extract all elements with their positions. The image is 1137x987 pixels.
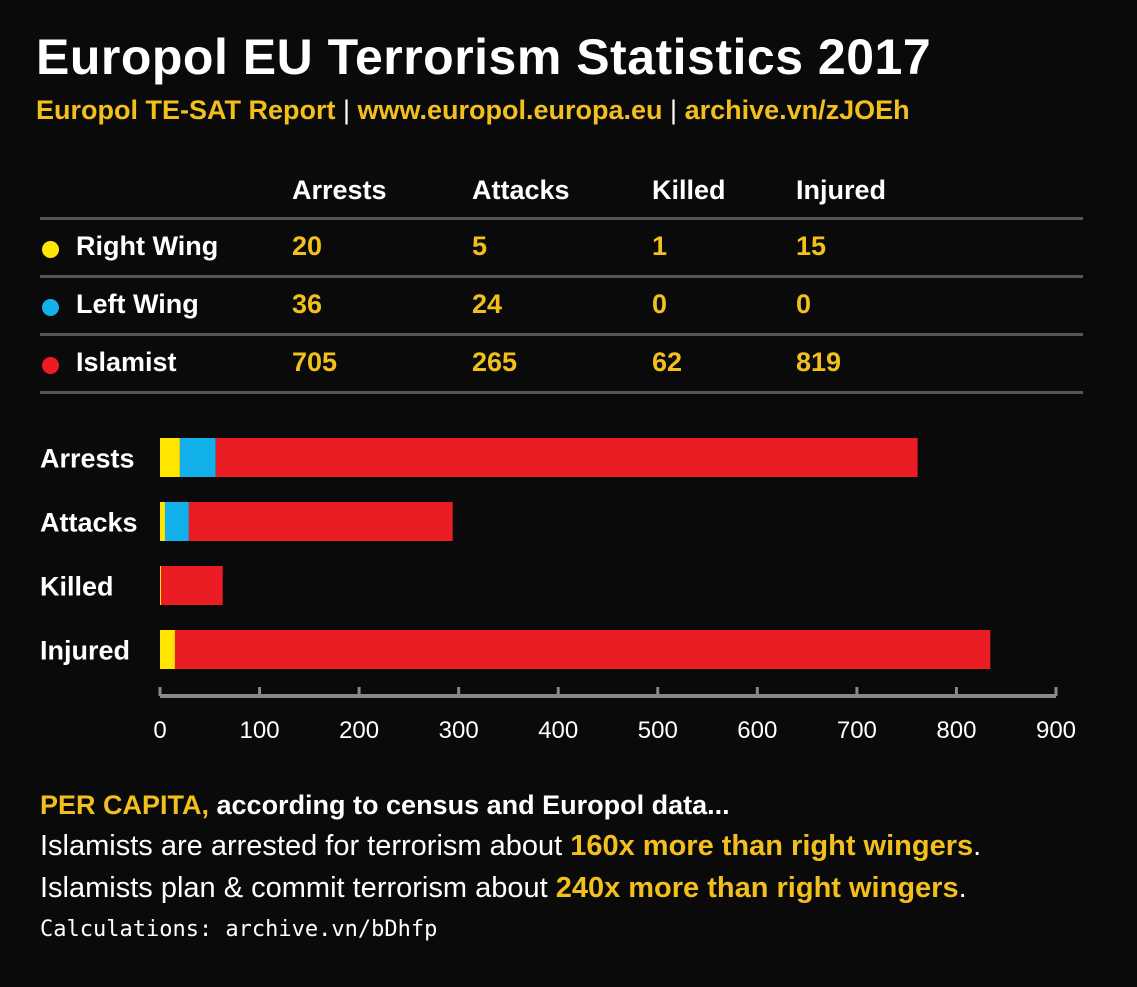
row-label: Right Wing xyxy=(76,231,219,261)
separator: | xyxy=(335,95,358,125)
x-tick-label-900: 900 xyxy=(1036,717,1076,744)
x-tick-label-700: 700 xyxy=(837,717,877,744)
x-tick-label-600: 600 xyxy=(737,717,777,744)
cell-injured: 15 xyxy=(796,231,827,261)
row-label: Islamist xyxy=(76,347,177,377)
bar-injured-right-wing xyxy=(160,630,175,669)
x-tick-label-0: 0 xyxy=(153,717,166,744)
calculations-link: Calculations: archive.vn/bDhfp xyxy=(40,917,438,942)
attacks-note: Islamists plan & commit terrorism about … xyxy=(40,872,1120,905)
arrests-note: Islamists are arrested for terrorism abo… xyxy=(40,830,1120,863)
subtitle: Europol TE-SAT Report | www.europol.euro… xyxy=(36,95,910,126)
per-capita-text: according to census and Europol data... xyxy=(209,790,730,820)
table-header: Arrests Attacks Killed Injured xyxy=(40,165,1083,217)
bar-arrests-left-wing xyxy=(179,438,216,477)
bar-attacks-left-wing xyxy=(164,502,189,541)
table-row-right-wing: Right Wing 20 5 1 15 xyxy=(40,217,1083,275)
category-label-killed: Killed xyxy=(40,572,114,602)
row-label: Left Wing xyxy=(76,289,199,319)
bar-arrests-right-wing xyxy=(160,438,180,477)
x-tick-label-300: 300 xyxy=(439,717,479,744)
attacks-note-end: . xyxy=(958,872,967,904)
notes: PER CAPITA, according to census and Euro… xyxy=(40,790,1120,942)
cell-attacks: 265 xyxy=(472,347,518,377)
archive-link: archive.vn/zJOEh xyxy=(684,95,910,125)
arrests-note-text: Islamists are arrested for terrorism abo… xyxy=(40,830,571,862)
header-arrests: Arrests xyxy=(292,175,387,205)
cell-injured: 0 xyxy=(796,289,812,319)
x-tick-label-400: 400 xyxy=(538,717,578,744)
cell-attacks: 5 xyxy=(472,231,488,261)
cell-injured: 819 xyxy=(796,347,842,377)
x-tick-label-100: 100 xyxy=(240,717,280,744)
cell-attacks: 24 xyxy=(472,289,503,319)
bar-attacks-right-wing xyxy=(160,502,165,541)
table-row-left-wing: Left Wing 36 24 0 0 xyxy=(40,275,1083,333)
right-wing-dot-icon xyxy=(42,241,59,258)
attacks-note-highlight: 240x more than right wingers xyxy=(555,872,959,904)
x-tick-label-800: 800 xyxy=(936,717,976,744)
x-tick-label-200: 200 xyxy=(339,717,379,744)
table-row-islamist: Islamist 705 265 62 819 xyxy=(40,333,1083,394)
cell-killed: 0 xyxy=(652,289,668,319)
per-capita-highlight: PER CAPITA, xyxy=(40,790,210,820)
page-title: Europol EU Terrorism Statistics 2017 xyxy=(36,29,932,85)
bar-attacks-islamist xyxy=(188,502,453,541)
arrests-note-end: . xyxy=(973,830,982,862)
left-wing-dot-icon xyxy=(42,299,59,316)
separator: | xyxy=(662,95,685,125)
bar-killed-right-wing xyxy=(160,566,162,605)
islamist-dot-icon xyxy=(42,357,59,374)
bar-injured-islamist xyxy=(174,630,991,669)
bar-arrests-islamist xyxy=(215,438,918,477)
arrests-note-highlight: 160x more than right wingers xyxy=(570,830,974,862)
cell-arrests: 36 xyxy=(292,289,323,319)
source-url: www.europol.europa.eu xyxy=(357,95,663,125)
cell-arrests: 705 xyxy=(292,347,338,377)
per-capita-heading: PER CAPITA, according to census and Euro… xyxy=(40,790,1120,821)
attacks-note-text: Islamists plan & commit terrorism about xyxy=(40,872,556,904)
stats-table: Arrests Attacks Killed Injured Right Win… xyxy=(40,165,1083,394)
cell-killed: 62 xyxy=(652,347,683,377)
header-attacks: Attacks xyxy=(472,175,570,205)
header-injured: Injured xyxy=(796,175,887,205)
category-label-injured: Injured xyxy=(40,636,130,666)
source-report: Europol TE-SAT Report xyxy=(36,95,336,125)
bar-killed-islamist xyxy=(160,566,223,605)
category-label-arrests: Arrests xyxy=(40,444,135,474)
cell-arrests: 20 xyxy=(292,231,323,261)
x-tick-label-500: 500 xyxy=(638,717,678,744)
cell-killed: 1 xyxy=(652,231,668,261)
category-label-attacks: Attacks xyxy=(40,508,138,538)
header-killed: Killed xyxy=(652,175,726,205)
